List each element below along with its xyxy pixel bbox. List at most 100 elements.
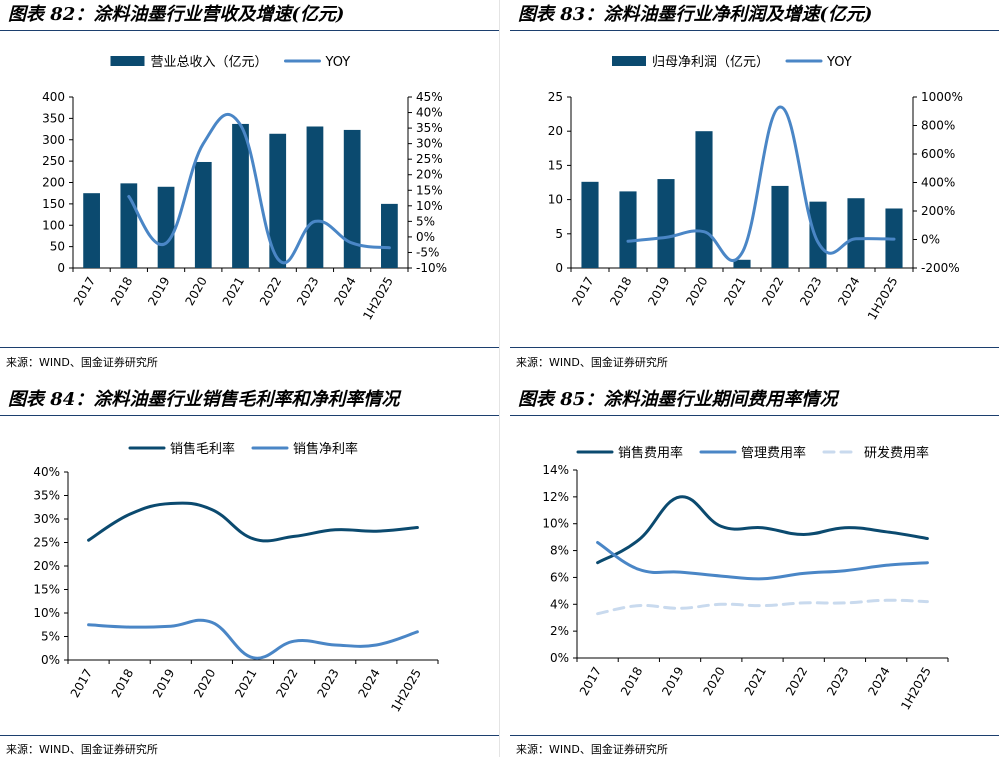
y-tick-label-right: -10% <box>416 261 447 275</box>
x-tick-label: 2020 <box>191 667 218 700</box>
y-tick-label-left: 12% <box>542 490 569 504</box>
series-line <box>87 501 419 543</box>
x-tick-label: 2019 <box>659 665 686 698</box>
y-tick-label-left: 5% <box>41 630 60 644</box>
chart-82-plot: 0 50 100 150 200 250 300 350 400 2017 2018 2019 2020… <box>42 55 447 323</box>
y-tick-label-left: 0% <box>41 653 60 667</box>
y-tick-label-left: 30% <box>33 512 60 526</box>
x-tick-label: 2021 <box>220 275 247 308</box>
y-tick-label-left: 250 <box>42 154 65 168</box>
y-tick-label-right: 0% <box>921 233 940 247</box>
x-tick-label: 2017 <box>71 275 98 308</box>
x-tick-label: 1H2025 <box>898 665 934 713</box>
y-tick-label-left: 0 <box>57 261 65 275</box>
bar <box>83 193 100 268</box>
x-tick-label: 2024 <box>331 275 358 308</box>
x-tick-label: 2019 <box>645 275 672 308</box>
legend-label: 销售毛利率 <box>170 441 235 457</box>
bar <box>847 198 865 268</box>
y-tick-label-right: -5% <box>416 245 439 259</box>
title-rule <box>510 415 999 416</box>
y-tick-label-left: 350 <box>42 111 65 125</box>
y-tick-label-right: 600% <box>921 147 955 161</box>
y-tick-label-right: 35% <box>416 121 443 135</box>
x-tick-label: 2024 <box>356 667 383 700</box>
y-tick-label-left: 25% <box>33 536 60 550</box>
bar <box>657 179 675 268</box>
source-rule <box>0 735 499 736</box>
series-line <box>626 105 896 263</box>
bar <box>771 185 789 268</box>
bar <box>381 203 398 268</box>
legend-label: YOY <box>826 55 852 70</box>
y-tick-label-left: 50 <box>50 240 65 254</box>
source-rule <box>510 347 999 348</box>
chart-panel-83: 图表 83：涂料油墨行业净利润及增速(亿元) 0 5 10 15 20 25 2017 201… <box>510 0 999 380</box>
legend-label: 销售净利率 <box>293 441 358 457</box>
bar <box>809 201 827 268</box>
y-tick-label-right: 30% <box>416 137 443 151</box>
y-tick-label-right: -200% <box>921 261 960 275</box>
y-tick-label-left: 300 <box>42 133 65 147</box>
y-tick-label-left: 150 <box>42 197 65 211</box>
chart-source: 来源：WIND、国金证券研究所 <box>6 356 158 369</box>
x-tick-label: 2022 <box>759 275 786 308</box>
legend-label: 管理费用率 <box>741 445 806 461</box>
y-tick-label-left: 5 <box>555 227 563 241</box>
chart-source: 来源：WIND、国金证券研究所 <box>6 743 158 756</box>
chart-title: 图表 82：涂料油墨行业营收及增速(亿元) <box>8 4 345 25</box>
y-tick-label-right: 5% <box>416 214 435 228</box>
y-tick-label-right: 0% <box>416 230 435 244</box>
chart-84-plot: 0% 5% 10% 15% 20% 25% 30% 35% 40% 2017 2018 2019 202… <box>33 441 439 714</box>
x-tick-label: 1H2025 <box>865 275 901 323</box>
x-tick-label: 1H2025 <box>360 275 396 323</box>
x-tick-label: 2021 <box>742 665 769 698</box>
x-tick-label: 2023 <box>824 665 851 698</box>
title-rule <box>0 415 499 416</box>
x-tick-label: 2024 <box>865 665 892 698</box>
y-tick-label-right: 20% <box>416 168 443 182</box>
legend-label: 研发费用率 <box>864 445 929 461</box>
x-tick-label: 2018 <box>108 275 135 308</box>
x-tick-label: 2023 <box>797 275 824 308</box>
bar <box>232 123 249 269</box>
legend-label: YOY <box>325 55 351 70</box>
y-tick-label-right: 800% <box>921 119 955 133</box>
chart-panel-84: 图表 84：涂料油墨行业销售毛利率和净利率情况 0% 5% 10% 15% 20% 25%… <box>0 385 499 757</box>
legend-label: 归母净利润（亿元） <box>652 55 769 70</box>
chart-panel-85: 图表 85：涂料油墨行业期间费用率情况 0% 2% 4% 6% 8% 10% 12% 14% 2… <box>510 385 999 757</box>
x-tick-label: 2018 <box>109 667 136 700</box>
source-rule <box>0 347 499 348</box>
legend-label: 营业总收入（亿元） <box>151 55 268 70</box>
bar <box>269 133 287 268</box>
y-tick-label-left: 10% <box>33 606 60 620</box>
y-tick-label-left: 0 <box>555 261 563 275</box>
chart-panel-82: 图表 82：涂料油墨行业营收及增速(亿元) 0 50 100 150 200 250 300… <box>0 0 499 380</box>
y-tick-label-left: 40% <box>33 465 60 479</box>
y-tick-label-left: 14% <box>542 463 569 477</box>
y-tick-label-right: 15% <box>416 183 443 197</box>
x-tick-label: 2020 <box>182 275 209 308</box>
chart-source: 来源：WIND、国金证券研究所 <box>516 356 668 369</box>
x-tick-label: 2018 <box>607 275 634 308</box>
series-line <box>596 541 929 581</box>
y-tick-label-left: 6% <box>550 570 569 584</box>
x-tick-label: 2023 <box>314 667 341 700</box>
bar <box>733 259 751 268</box>
legend-swatch-bar <box>612 56 646 66</box>
title-rule <box>510 30 999 31</box>
x-tick-label: 2017 <box>569 275 596 308</box>
legend-label: 销售费用率 <box>618 445 683 461</box>
y-tick-label-left: 35% <box>33 489 60 503</box>
x-tick-label: 2022 <box>273 667 300 700</box>
x-tick-label: 2020 <box>683 275 710 308</box>
x-tick-label: 2019 <box>150 667 177 700</box>
chart-title: 图表 83：涂料油墨行业净利润及增速(亿元) <box>518 4 873 25</box>
chart-83-plot: 0 5 10 15 20 25 2017 2018 2019 2020 2021 2022 2023 20… <box>548 55 963 323</box>
x-tick-label: 2021 <box>232 667 259 700</box>
y-tick-label-left: 8% <box>550 544 569 558</box>
chart-source: 来源：WIND、国金证券研究所 <box>516 743 668 756</box>
y-tick-label-right: 10% <box>416 199 443 213</box>
x-tick-label: 2024 <box>835 275 862 308</box>
y-tick-label-right: 45% <box>416 90 443 104</box>
